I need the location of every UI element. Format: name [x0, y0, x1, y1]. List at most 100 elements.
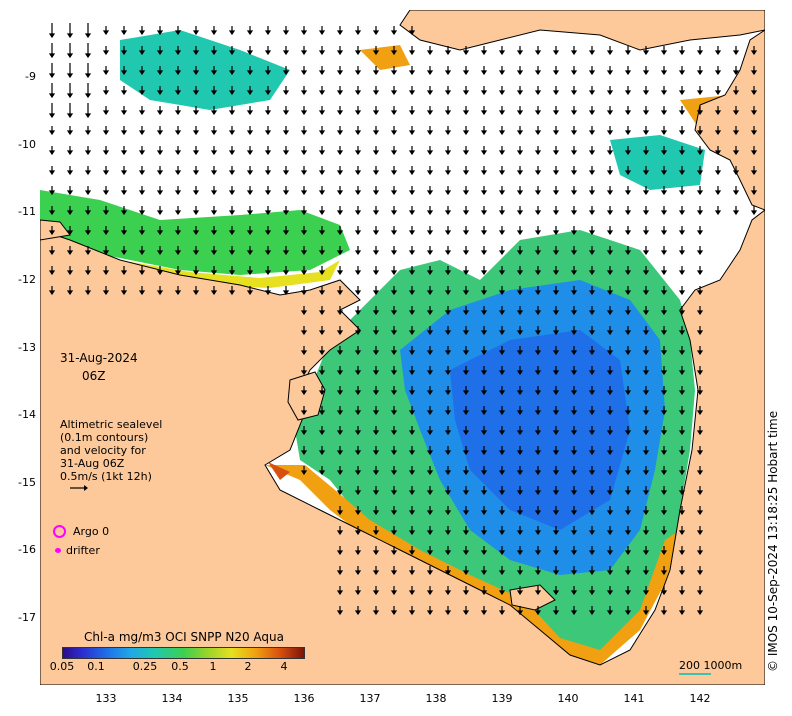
velocity-arrow-head: [102, 130, 110, 136]
velocity-arrow-head: [588, 230, 596, 236]
velocity-arrow-head: [696, 250, 704, 256]
velocity-arrow-head: [336, 490, 344, 496]
velocity-arrow-head: [120, 150, 128, 156]
velocity-arrow-head: [516, 370, 524, 376]
velocity-arrow-head: [678, 350, 686, 356]
velocity-arrow-head: [570, 390, 578, 396]
velocity-arrow-head: [300, 210, 308, 216]
colorbar-tick: 0.25: [132, 660, 158, 673]
velocity-arrow-head: [480, 610, 488, 616]
velocity-arrow-head: [606, 490, 614, 496]
velocity-arrow-head: [48, 113, 56, 119]
velocity-arrow-head: [534, 230, 542, 236]
velocity-arrow-head: [516, 150, 524, 156]
velocity-arrow-head: [372, 410, 380, 416]
velocity-arrow-head: [228, 90, 236, 96]
velocity-arrow-head: [282, 150, 290, 156]
velocity-arrow-head: [660, 490, 668, 496]
velocity-arrow-head: [318, 250, 326, 256]
velocity-arrow-head: [588, 610, 596, 616]
velocity-arrow-head: [642, 490, 650, 496]
velocity-arrow-head: [102, 70, 110, 76]
velocity-arrow-head: [552, 410, 560, 416]
altimetry-label: Altimetric sealevel (0.1m contours) and …: [60, 418, 200, 483]
velocity-arrow-head: [120, 70, 128, 76]
velocity-arrow-head: [174, 270, 182, 276]
velocity-arrow-head: [408, 450, 416, 456]
velocity-arrow-head: [732, 110, 740, 116]
velocity-arrow-head: [588, 510, 596, 516]
velocity-arrow-head: [714, 190, 722, 196]
velocity-arrow-head: [498, 310, 506, 316]
velocity-arrow-head: [102, 290, 110, 296]
velocity-arrow-head: [444, 350, 452, 356]
velocity-arrow-head: [552, 310, 560, 316]
velocity-arrow-head: [210, 210, 218, 216]
velocity-arrow-head: [462, 70, 470, 76]
velocity-arrow-head: [282, 130, 290, 136]
velocity-arrow-head: [606, 330, 614, 336]
velocity-arrow-head: [588, 350, 596, 356]
velocity-arrow-head: [498, 50, 506, 56]
velocity-arrow-head: [84, 33, 92, 39]
velocity-arrow-head: [102, 150, 110, 156]
velocity-arrow-head: [48, 130, 56, 136]
velocity-arrow-head: [660, 70, 668, 76]
velocity-arrow-head: [354, 490, 362, 496]
legend-argo: Argo 0: [73, 525, 110, 538]
velocity-arrow-head: [300, 310, 308, 316]
velocity-arrow-head: [336, 310, 344, 316]
velocity-arrow-head: [354, 590, 362, 596]
velocity-arrow-head: [426, 250, 434, 256]
velocity-arrow-head: [426, 270, 434, 276]
velocity-arrow-head: [426, 450, 434, 456]
velocity-arrow-head: [570, 370, 578, 376]
chlorophyll-map: [40, 10, 765, 685]
velocity-arrow-head: [246, 170, 254, 176]
velocity-arrow-head: [228, 230, 236, 236]
velocity-arrow-head: [174, 170, 182, 176]
velocity-arrow-head: [642, 190, 650, 196]
velocity-arrow-head: [66, 150, 74, 156]
velocity-arrow-head: [462, 590, 470, 596]
velocity-arrow-head: [534, 370, 542, 376]
velocity-arrow-head: [318, 290, 326, 296]
velocity-arrow-head: [408, 350, 416, 356]
velocity-arrow-head: [552, 470, 560, 476]
velocity-arrow-head: [246, 250, 254, 256]
velocity-arrow-head: [354, 450, 362, 456]
velocity-arrow-head: [390, 90, 398, 96]
velocity-arrow-head: [318, 450, 326, 456]
velocity-arrow-head: [408, 110, 416, 116]
velocity-arrow-head: [498, 590, 506, 596]
velocity-arrow-head: [156, 30, 164, 36]
velocity-arrow-head: [606, 310, 614, 316]
velocity-arrow-head: [390, 250, 398, 256]
velocity-arrow-head: [516, 430, 524, 436]
velocity-arrow-head: [156, 70, 164, 76]
velocity-arrow-head: [534, 510, 542, 516]
velocity-arrow-head: [714, 130, 722, 136]
velocity-arrow-head: [516, 330, 524, 336]
x-tick-label: 135: [227, 692, 249, 705]
velocity-arrow-head: [714, 90, 722, 96]
velocity-arrow-head: [624, 390, 632, 396]
velocity-arrow-head: [606, 150, 614, 156]
velocity-arrow-head: [732, 210, 740, 216]
velocity-arrow-head: [192, 250, 200, 256]
velocity-arrow-head: [552, 350, 560, 356]
velocity-arrow-head: [444, 610, 452, 616]
velocity-arrow-head: [696, 210, 704, 216]
velocity-arrow-head: [570, 490, 578, 496]
velocity-arrow-head: [390, 270, 398, 276]
velocity-arrow-head: [156, 90, 164, 96]
velocity-arrow-head: [102, 110, 110, 116]
velocity-arrow-head: [282, 230, 290, 236]
velocity-arrow-head: [318, 190, 326, 196]
velocity-arrow-head: [552, 590, 560, 596]
velocity-arrow-head: [408, 590, 416, 596]
velocity-arrow-head: [390, 430, 398, 436]
velocity-arrow-head: [570, 210, 578, 216]
velocity-arrow-head: [570, 230, 578, 236]
velocity-arrow-head: [84, 210, 92, 216]
